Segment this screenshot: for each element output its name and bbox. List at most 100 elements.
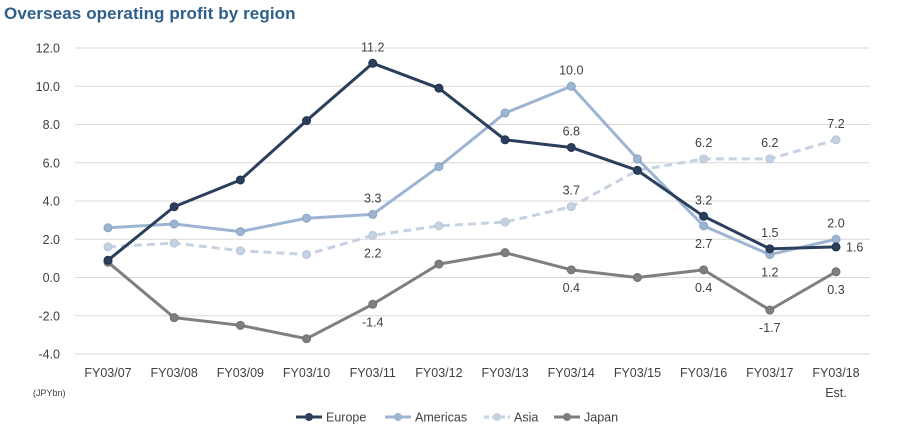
point-asia — [434, 221, 444, 231]
series-line-asia — [107, 138, 837, 257]
point-americas — [169, 219, 179, 229]
data-label-asia: 6.2 — [695, 136, 712, 150]
point-europe — [302, 116, 312, 126]
point-americas — [368, 209, 378, 219]
x-tick-label: FY03/12 — [415, 366, 462, 380]
chart-title: Overseas operating profit by region — [4, 4, 296, 23]
point-japan — [302, 334, 312, 344]
point-asia — [169, 238, 179, 248]
y-tick-label: -4.0 — [38, 348, 60, 362]
series-line-americas — [107, 84, 837, 257]
point-americas — [103, 223, 113, 233]
legend-label: Europe — [326, 411, 366, 425]
y-tick-label: 0.0 — [43, 271, 60, 285]
y-tick-label: 10.0 — [36, 80, 60, 94]
point-asia — [699, 154, 709, 164]
data-label-japan: 0.3 — [827, 283, 844, 297]
point-americas — [699, 221, 709, 231]
point-japan — [368, 299, 378, 309]
data-label-japan: 0.4 — [563, 281, 580, 295]
data-label-japan: -1.7 — [759, 321, 781, 335]
point-japan — [699, 265, 709, 275]
x-tick-label: FY03/17 — [746, 366, 793, 380]
point-americas — [831, 234, 841, 244]
point-europe — [434, 83, 444, 93]
x-tick-label: FY03/10 — [283, 366, 330, 380]
legend-item-americas: Americas — [385, 411, 467, 425]
data-label-japan: 0.4 — [695, 281, 712, 295]
series-line-europe — [107, 61, 837, 262]
point-japan — [632, 273, 642, 282]
series-lines — [107, 61, 837, 341]
data-label-americas: 3.3 — [364, 191, 381, 205]
data-label-europe: 1.5 — [761, 226, 778, 240]
point-asia — [103, 242, 113, 252]
data-label-europe: 3.2 — [695, 193, 712, 207]
legend-label: Americas — [415, 411, 467, 425]
x-tick-label: FY03/09 — [217, 366, 264, 380]
point-europe — [566, 142, 576, 152]
y-tick-label: -2.0 — [38, 309, 60, 323]
x-tick-label: FY03/13 — [481, 366, 528, 380]
point-asia — [765, 154, 775, 164]
y-tick-label: 2.0 — [43, 233, 60, 247]
point-europe — [831, 242, 841, 252]
point-asia — [302, 250, 312, 260]
legend-label: Asia — [514, 411, 538, 425]
x-tick-label: FY03/14 — [548, 366, 595, 380]
legend-marker — [563, 413, 571, 421]
legend-item-europe: Europe — [296, 411, 366, 425]
point-japan — [235, 320, 245, 330]
point-japan — [765, 305, 775, 315]
point-asia — [235, 246, 245, 256]
x-tick-label: FY03/15 — [614, 366, 661, 380]
point-europe — [765, 244, 775, 254]
y-tick-label: 6.0 — [43, 156, 60, 170]
data-label-americas: 2.7 — [695, 237, 712, 251]
legend: Europe Americas Asia Japan — [296, 411, 618, 425]
legend-marker — [394, 413, 402, 421]
x-tick-label: FY03/08 — [151, 366, 198, 380]
point-europe — [500, 135, 510, 145]
point-europe — [632, 165, 642, 175]
point-americas — [500, 108, 510, 118]
point-europe — [699, 211, 709, 221]
x-tick-label: FY03/18 — [812, 366, 859, 380]
data-label-japan: -1.4 — [362, 315, 384, 329]
legend-marker — [305, 413, 313, 421]
data-label-europe: 11.2 — [361, 40, 384, 54]
data-label-americas: 10.0 — [559, 63, 583, 77]
gridlines — [75, 47, 870, 355]
point-japan — [500, 248, 510, 258]
point-asia — [831, 135, 841, 145]
point-japan — [831, 267, 841, 277]
y-tick-label: 12.0 — [36, 42, 60, 56]
legend-item-asia: Asia — [484, 411, 538, 425]
point-asia — [566, 202, 576, 212]
point-europe — [169, 202, 179, 212]
x-tick-label: FY03/07 — [84, 366, 131, 380]
x-axis-ticks: FY03/07 FY03/08 FY03/09 FY03/10 FY03/11 FY03/… — [84, 366, 859, 400]
data-label-europe: 6.8 — [563, 124, 580, 138]
data-label-asia: 2.2 — [364, 246, 381, 260]
data-label-asia: 7.2 — [827, 117, 844, 131]
x-tick-label: FY03/16 — [680, 366, 727, 380]
y-tick-label: 4.0 — [43, 195, 60, 209]
data-label-europe: 1.6 — [846, 240, 863, 254]
point-americas — [434, 162, 444, 172]
data-label-asia: 3.7 — [563, 184, 580, 198]
point-americas — [235, 227, 245, 237]
legend-marker — [493, 413, 501, 421]
point-americas — [632, 154, 642, 164]
point-americas — [302, 213, 312, 223]
legend-item-japan: Japan — [554, 411, 618, 425]
x-tick-label: FY03/11 — [350, 366, 396, 380]
point-japan — [566, 265, 576, 275]
point-europe — [235, 175, 245, 185]
point-europe — [368, 58, 378, 68]
data-label-asia: 6.2 — [761, 136, 778, 150]
legend-label: Japan — [584, 411, 618, 425]
unit-label: (JPYbn) — [33, 388, 66, 398]
point-japan — [434, 259, 444, 269]
